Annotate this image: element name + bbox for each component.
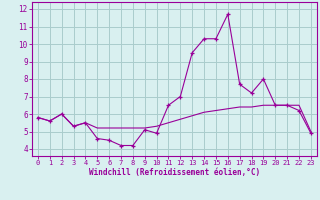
X-axis label: Windchill (Refroidissement éolien,°C): Windchill (Refroidissement éolien,°C) — [89, 168, 260, 177]
